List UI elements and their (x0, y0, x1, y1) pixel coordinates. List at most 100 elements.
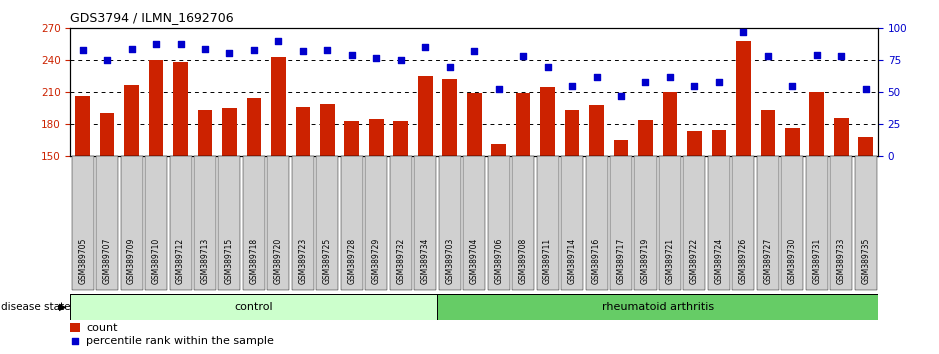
Text: GSM389714: GSM389714 (567, 237, 577, 284)
Point (296, 48, 311, 54)
Bar (564, 110, 579, 156)
Point (467, 48, 482, 54)
Bar (75, 96, 90, 156)
FancyBboxPatch shape (341, 156, 362, 290)
Text: GSM389734: GSM389734 (421, 237, 430, 284)
Point (809, 52, 824, 58)
FancyBboxPatch shape (586, 156, 608, 290)
Text: GSM389732: GSM389732 (396, 237, 406, 284)
FancyBboxPatch shape (635, 156, 656, 290)
FancyBboxPatch shape (512, 156, 534, 290)
Bar (296, 107, 310, 156)
Text: GSM389721: GSM389721 (666, 238, 674, 284)
FancyBboxPatch shape (757, 156, 778, 290)
Bar (809, 92, 824, 156)
FancyBboxPatch shape (96, 156, 118, 290)
Bar (345, 121, 360, 156)
Bar (271, 57, 285, 156)
Text: GSM389724: GSM389724 (715, 237, 723, 284)
Text: GSM389727: GSM389727 (763, 237, 773, 284)
FancyBboxPatch shape (292, 156, 314, 290)
Bar (736, 41, 750, 156)
FancyBboxPatch shape (610, 156, 632, 290)
FancyBboxPatch shape (438, 294, 878, 320)
Text: GSM389735: GSM389735 (861, 237, 870, 284)
Point (345, 52, 360, 58)
Text: GSM389733: GSM389733 (837, 237, 846, 284)
FancyBboxPatch shape (71, 156, 94, 290)
Point (75, 47, 90, 53)
Bar (320, 104, 334, 156)
Point (540, 64, 555, 69)
Point (68, 338, 83, 344)
Point (369, 55, 384, 61)
Text: ▶: ▶ (59, 302, 67, 312)
Bar (761, 110, 776, 156)
Text: count: count (86, 322, 118, 333)
Point (173, 41, 188, 46)
Bar (70, 324, 80, 332)
Bar (516, 93, 531, 156)
Bar (442, 79, 457, 156)
FancyBboxPatch shape (562, 156, 583, 290)
Text: GSM389730: GSM389730 (788, 237, 797, 284)
Text: GSM389729: GSM389729 (372, 237, 381, 284)
Text: GSM389718: GSM389718 (250, 238, 258, 284)
FancyBboxPatch shape (708, 156, 730, 290)
FancyBboxPatch shape (268, 156, 289, 290)
FancyBboxPatch shape (487, 156, 510, 290)
Point (100, 57, 115, 63)
Bar (247, 98, 261, 156)
FancyBboxPatch shape (120, 156, 143, 290)
Point (662, 74, 677, 80)
Bar (663, 92, 677, 156)
Point (736, 29, 751, 35)
Text: GSM389715: GSM389715 (225, 237, 234, 284)
Bar (369, 119, 384, 156)
Point (197, 46, 212, 52)
FancyBboxPatch shape (439, 156, 461, 290)
Point (712, 79, 727, 85)
Point (418, 45, 433, 50)
Point (589, 74, 604, 80)
Text: GSM389723: GSM389723 (299, 237, 307, 284)
Bar (785, 128, 800, 156)
FancyBboxPatch shape (463, 156, 485, 290)
FancyBboxPatch shape (806, 156, 828, 290)
Text: GSM389710: GSM389710 (151, 237, 161, 284)
Text: GSM389719: GSM389719 (641, 237, 650, 284)
Bar (393, 121, 408, 156)
Text: GSM389722: GSM389722 (690, 238, 699, 284)
FancyBboxPatch shape (414, 156, 437, 290)
Point (271, 38, 286, 44)
Text: GSM389717: GSM389717 (617, 237, 625, 284)
Text: rheumatoid arthritis: rheumatoid arthritis (602, 302, 714, 312)
Bar (148, 60, 163, 156)
Bar (467, 93, 482, 156)
Point (222, 50, 237, 55)
Point (393, 57, 408, 63)
FancyBboxPatch shape (194, 156, 216, 290)
Bar (223, 108, 237, 156)
Bar (589, 105, 604, 156)
Text: GSM389706: GSM389706 (494, 237, 503, 284)
FancyBboxPatch shape (390, 156, 412, 290)
Point (613, 93, 628, 99)
Point (761, 53, 776, 59)
Text: GSM389725: GSM389725 (323, 237, 331, 284)
Bar (540, 87, 555, 156)
Bar (639, 120, 653, 156)
Bar (198, 110, 212, 156)
Text: percentile rank within the sample: percentile rank within the sample (86, 336, 274, 346)
Text: GSM389707: GSM389707 (102, 237, 112, 284)
Text: GSM389704: GSM389704 (470, 237, 479, 284)
Point (516, 53, 531, 59)
FancyBboxPatch shape (170, 156, 192, 290)
Text: GSM389716: GSM389716 (593, 237, 601, 284)
FancyBboxPatch shape (781, 156, 804, 290)
Bar (712, 130, 726, 156)
FancyBboxPatch shape (830, 156, 853, 290)
Point (320, 47, 335, 53)
Text: control: control (235, 302, 273, 312)
Text: GSM389711: GSM389711 (543, 238, 552, 284)
